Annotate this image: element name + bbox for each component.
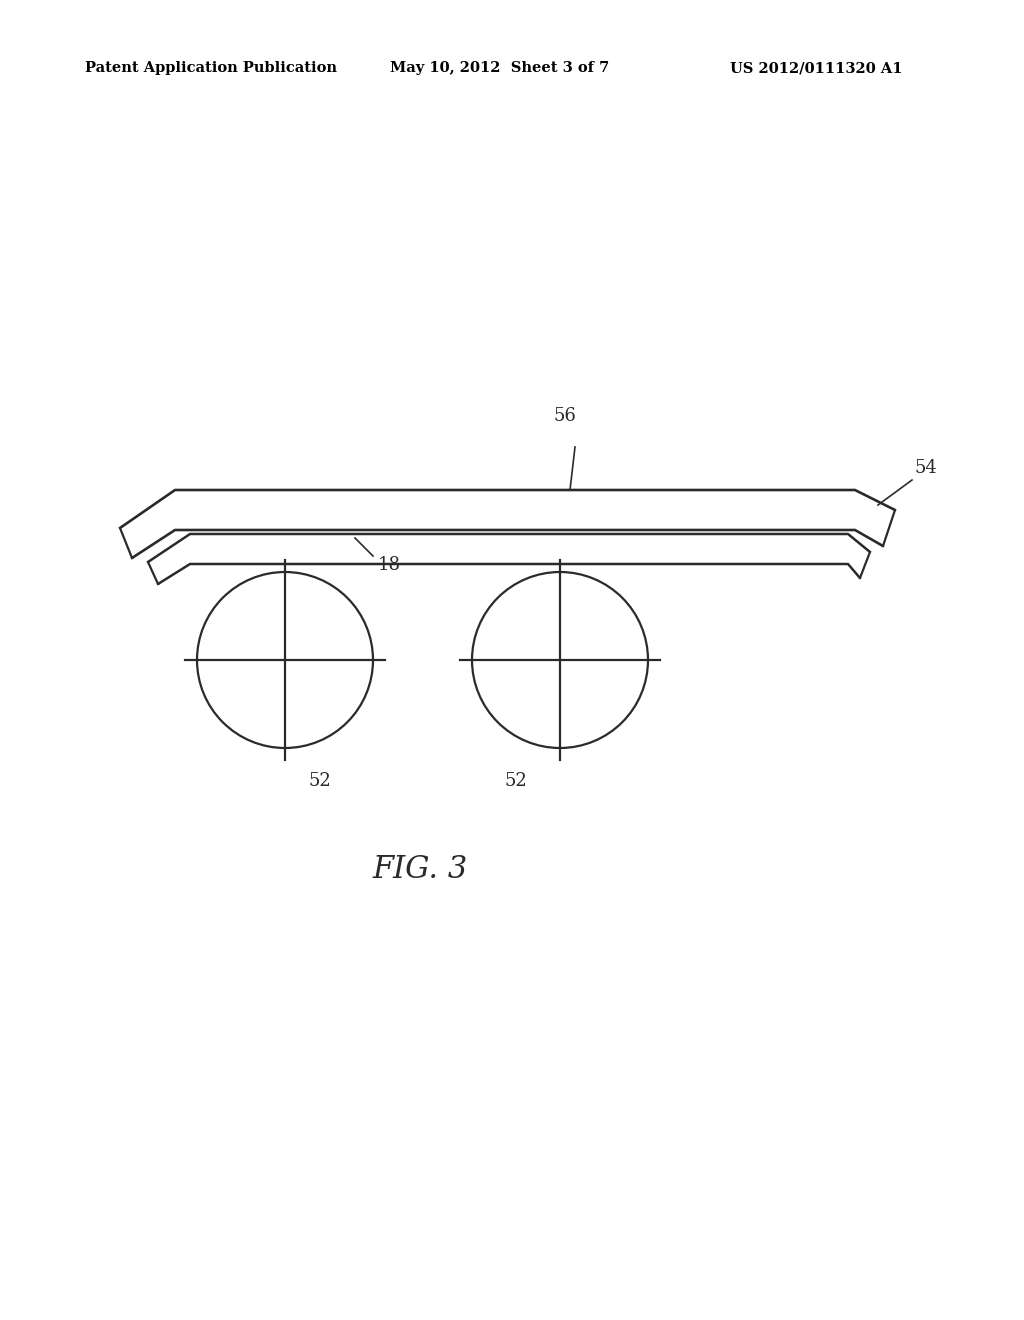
- Text: 54: 54: [915, 459, 938, 477]
- Text: 52: 52: [505, 772, 527, 789]
- Text: 18: 18: [378, 556, 401, 574]
- Text: FIG. 3: FIG. 3: [373, 854, 468, 886]
- Text: Patent Application Publication: Patent Application Publication: [85, 61, 337, 75]
- Text: May 10, 2012  Sheet 3 of 7: May 10, 2012 Sheet 3 of 7: [390, 61, 609, 75]
- Text: US 2012/0111320 A1: US 2012/0111320 A1: [730, 61, 902, 75]
- Text: 52: 52: [308, 772, 331, 789]
- Text: 56: 56: [554, 407, 577, 425]
